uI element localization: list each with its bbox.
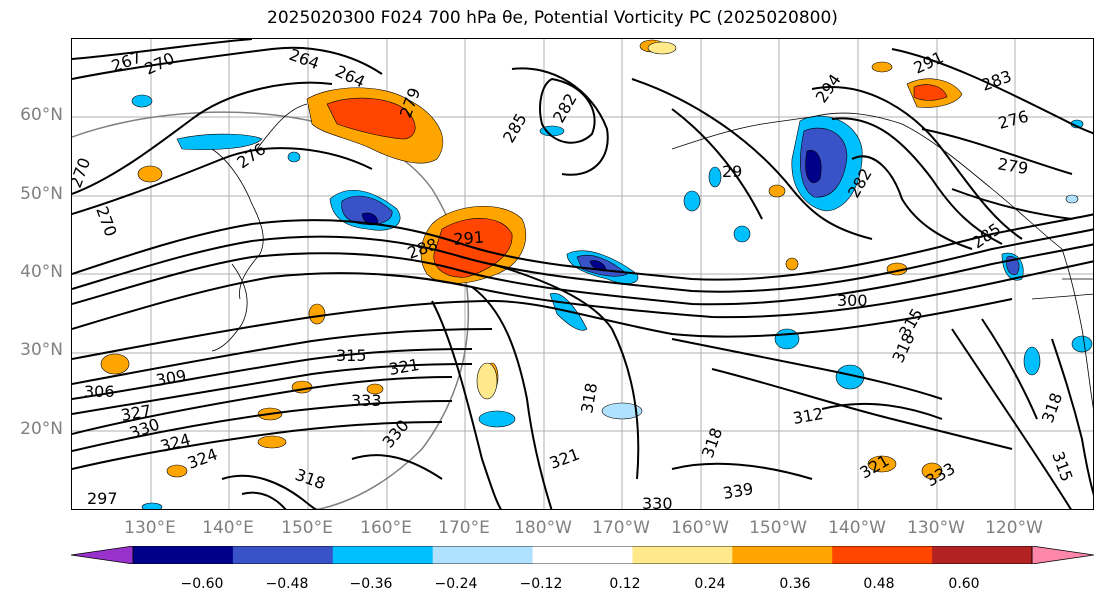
contour-label: 330 [379,416,413,452]
lat-label-30n: 30°N [20,340,63,360]
lat-label-50n: 50°N [20,184,63,204]
contour-label: 321 [547,444,582,472]
colorbar-tick: −0.48 [265,576,309,592]
contour-label: 29 [722,162,742,181]
contour-label: 291 [453,227,485,249]
lat-label-20n: 20°N [20,419,63,439]
lon-label: 180°W [514,518,572,538]
contour-label: 283 [979,66,1014,94]
lon-label: 160°E [360,518,412,538]
contour-label: 318 [577,381,601,414]
colorbar-cell [732,546,833,564]
colorbar-tick: 0.12 [609,576,641,592]
contour-label: 279 [996,154,1029,178]
contour-label: 318 [698,425,726,460]
colorbar-extend-min [71,546,134,564]
lon-label: 120°W [985,518,1043,538]
colorbar-frame [132,546,1033,564]
lat-label-60n: 60°N [20,105,63,125]
colorbar-tick: −0.36 [349,576,393,592]
map-svg: 267 270 264 264 279 285 282 291 294 283 … [72,39,1093,510]
contour-label: 312 [791,404,824,428]
colorbar-tick: 0.36 [779,576,811,592]
contour-label: 318 [1038,390,1066,425]
lon-label: 170°E [438,518,490,538]
colorbar-cell [332,546,434,564]
colorbar-cell [632,546,733,564]
contour-label: 267 [109,47,144,75]
contour-label: 324 [158,430,192,456]
colorbar-tick: −0.24 [434,576,478,592]
contour-label: 321 [857,451,893,483]
pv-shading [100,39,1093,509]
contour-label: 291 [911,47,947,77]
lon-label: 160°W [671,518,729,538]
contour-label: 309 [154,366,187,390]
colorbar-cell [232,546,334,564]
lat-label-40n: 40°N [20,262,63,282]
contour-label: 324 [185,444,220,472]
contour-label: 321 [387,355,420,379]
colorbar-tick: 0.24 [694,576,726,592]
colorbar-tick: 0.48 [863,576,895,592]
contour-label: 330 [642,494,673,510]
lon-label: 150°W [749,518,807,538]
colorbar-tick: −0.12 [519,576,563,592]
colorbar-cell [932,546,1033,564]
theta-e-contours [72,39,1093,509]
contour-label: 285 [499,110,531,146]
map-panel[interactable]: 267 270 264 264 279 285 282 291 294 283 … [71,38,1094,510]
lon-label: 170°W [592,518,650,538]
map-title: 2025020300 F024 700 hPa θe, Potential Vo… [267,8,838,28]
contour-label: 270 [142,48,178,78]
colorbar-cell [832,546,933,564]
contour-label: 270 [92,204,120,239]
colorbar-extend-max [1031,546,1094,564]
contour-label: 276 [996,107,1030,133]
coastlines [211,103,1093,409]
contour-label: 318 [293,465,328,493]
lon-label: 130°W [907,518,965,538]
lon-label: 130°E [124,518,176,538]
contour-label: 300 [837,291,868,310]
contour-label: 282 [549,90,581,126]
lon-label: 150°E [281,518,333,538]
colorbar-cell [133,546,234,564]
colorbar [71,546,1094,564]
colorbar-cell [432,546,534,564]
lon-label: 140°W [828,518,886,538]
colorbar-cell [532,546,633,564]
contour-label: 264 [332,61,368,91]
contour-label: 339 [721,479,754,503]
contour-label: 333 [351,391,382,410]
contour-label: 315 [336,346,367,365]
contour-label: 294 [812,70,845,106]
contour-label: 306 [84,382,115,401]
colorbar-cells [71,546,1094,564]
contour-label: 297 [87,489,118,508]
colorbar-tick: 0.60 [948,576,980,592]
colorbar-tick: −0.60 [180,576,224,592]
lon-label: 140°E [202,518,254,538]
